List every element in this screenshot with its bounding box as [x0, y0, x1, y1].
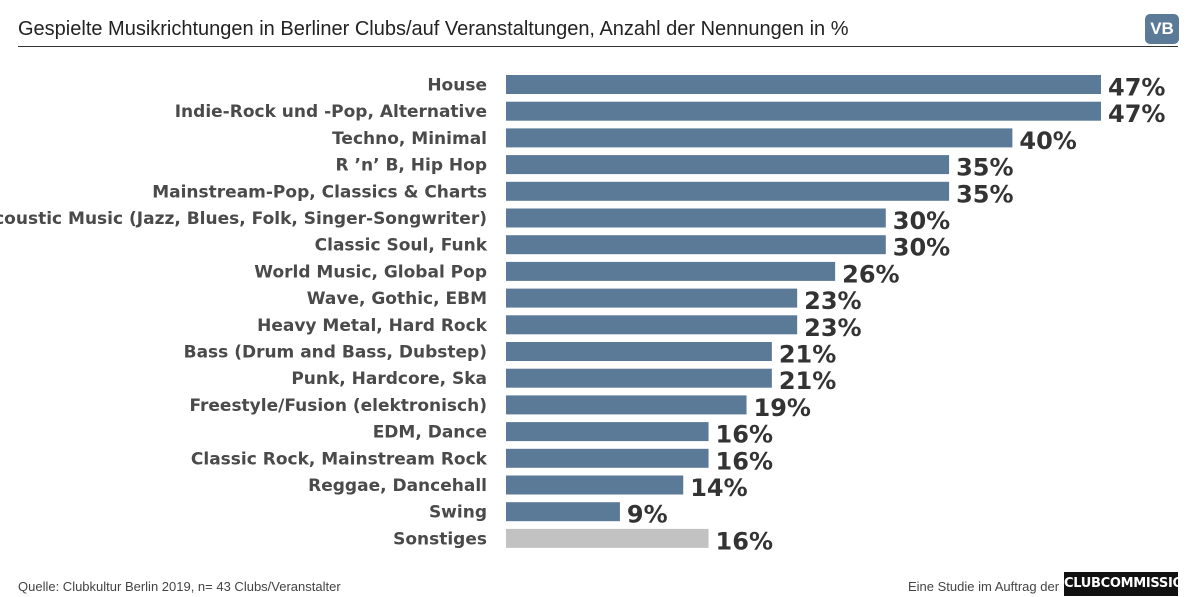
bar [506, 342, 772, 361]
value-label: 16% [716, 527, 773, 555]
bar [506, 288, 798, 308]
category-label: Bass (Drum and Bass, Dubstep) [184, 343, 487, 363]
bar [506, 208, 886, 228]
category-label: Classic Soul, Funk [315, 236, 488, 256]
bar-chart: House 47% Indie-Rock und -Pop, Alternative… [0, 62, 1200, 562]
value-label: 47% [1108, 74, 1165, 102]
category-label: Classic Rock, Mainstream Rock [191, 449, 488, 469]
bar [506, 422, 709, 442]
value-label: 9% [627, 501, 668, 529]
bar [506, 315, 798, 335]
bar [506, 368, 772, 388]
category-label: World Music, Global Pop [254, 262, 487, 282]
category-label: R ’n’ B, Hip Hop [336, 156, 488, 176]
bar [506, 448, 709, 468]
bar-chart-svg: House 47% Indie-Rock und -Pop, Alternative… [0, 74, 1165, 556]
bar [506, 235, 886, 255]
bar [506, 395, 747, 415]
value-label: 30% [893, 207, 950, 235]
category-label: Heavy Metal, Hard Rock [257, 316, 488, 336]
credit-note: Eine Studie im Auftrag der [908, 579, 1060, 594]
category-label: Punk, Hardcore, Ska [291, 369, 487, 389]
bar [506, 155, 950, 175]
clubcommission-logo: CLUBCOMMISSION [1064, 572, 1178, 596]
value-label: 23% [804, 314, 861, 342]
bar [506, 502, 620, 522]
category-label: Acoustic Music (Jazz, Blues, Folk, Singe… [0, 209, 487, 229]
value-label: 35% [956, 180, 1013, 208]
bar [506, 475, 684, 495]
value-label: 26% [842, 260, 899, 288]
category-label: Swing [429, 503, 487, 523]
vb-logo-badge: VB [1145, 14, 1179, 44]
bar [506, 261, 836, 281]
bar [506, 528, 709, 548]
value-label: 14% [690, 474, 747, 502]
value-label: 16% [716, 421, 773, 449]
category-label: Sonstiges [393, 529, 487, 549]
value-label: 35% [956, 154, 1013, 182]
value-label: 40% [1019, 127, 1076, 155]
category-label: Wave, Gothic, EBM [307, 289, 487, 309]
category-label: Mainstream-Pop, Classics & Charts [152, 182, 487, 202]
value-label: 47% [1108, 100, 1165, 128]
value-label: 23% [804, 287, 861, 315]
category-label: Freestyle/Fusion (elektronisch) [189, 396, 487, 416]
bar [506, 75, 1101, 94]
bar [506, 101, 1101, 121]
category-label: EDM, Dance [373, 423, 487, 443]
category-label: House [427, 76, 487, 96]
bar [506, 181, 950, 201]
category-label: Indie-Rock und -Pop, Alternative [175, 102, 487, 122]
value-label: 19% [754, 394, 811, 422]
source-note: Quelle: Clubkultur Berlin 2019, n= 43 Cl… [18, 579, 341, 594]
value-label: 30% [893, 234, 950, 262]
title-divider [18, 46, 1178, 47]
bar [506, 128, 1013, 148]
value-label: 21% [779, 367, 836, 395]
value-label: 16% [716, 447, 773, 475]
value-label: 21% [779, 341, 836, 369]
chart-title: Gespielte Musikrichtungen in Berliner Cl… [18, 18, 849, 40]
category-label: Techno, Minimal [332, 129, 487, 149]
category-label: Reggae, Dancehall [308, 476, 487, 496]
